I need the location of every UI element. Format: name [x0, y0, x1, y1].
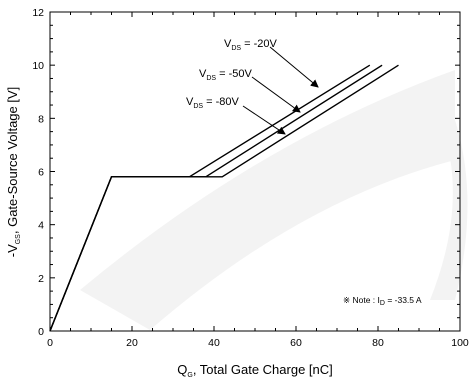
x-axis-label: QG, Total Gate Charge [nC] — [177, 362, 333, 379]
y-tick-label: 6 — [38, 167, 44, 179]
x-tick-label: 80 — [372, 337, 384, 349]
y-tick-label: 0 — [38, 326, 44, 338]
x-tick-label: 20 — [126, 337, 138, 349]
series-line-2 — [49, 64, 399, 332]
y-tick-label: 10 — [32, 60, 44, 72]
arrow-vds-80 — [242, 105, 286, 135]
series-label-vds-50: VDS = -50V — [199, 68, 253, 82]
y-axis-label: -VGS, Gate-Source Voltage [V] — [5, 87, 22, 258]
arrow-vds-50 — [251, 76, 301, 113]
series-label-vds-80: VDS = -80V — [186, 96, 240, 110]
y-tick-label: 2 — [38, 273, 44, 285]
x-tick-label: 40 — [208, 337, 220, 349]
x-tick-label: 60 — [290, 337, 302, 349]
watermark-shape — [80, 70, 455, 330]
x-tick-label: 0 — [47, 337, 53, 349]
x-tick-label: 100 — [451, 337, 469, 349]
series-label-vds-20: VDS = -20V — [224, 38, 278, 52]
arrow-vds-20 — [269, 46, 319, 88]
y-tick-label: 8 — [38, 113, 44, 125]
note-label: ※ Note : ID = -33.5 A — [343, 295, 422, 307]
y-tick-label: 4 — [38, 220, 44, 232]
watermark-shape-2 — [430, 120, 468, 300]
y-tick-label: 12 — [32, 7, 44, 19]
